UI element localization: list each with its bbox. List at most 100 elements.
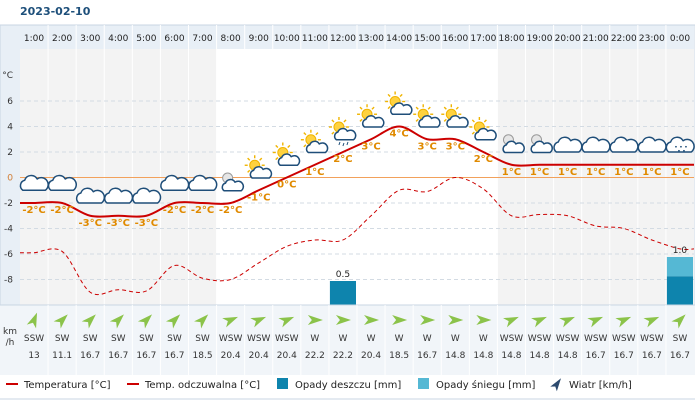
cloud-shape <box>502 140 525 154</box>
sun-ray <box>331 131 335 135</box>
temperature-line <box>20 125 694 218</box>
snow-dot <box>675 145 677 148</box>
wind-direction: SW <box>139 334 154 344</box>
wind-speed: 14.8 <box>530 351 550 361</box>
temp-label: -3°C <box>107 218 130 229</box>
wind-speed: 13 <box>28 351 39 361</box>
rain-drop <box>342 142 345 147</box>
rain-drop <box>338 141 341 146</box>
hour-label: 20:00 <box>555 34 581 44</box>
legend-band <box>0 375 695 408</box>
hour-label: 21:00 <box>583 34 609 44</box>
wind-direction: SSW <box>24 334 44 344</box>
y-tick-label: -6 <box>4 250 13 260</box>
snow-dot <box>680 145 682 148</box>
legend-box-swatch <box>418 378 429 389</box>
wind-speed: 14.8 <box>501 351 521 361</box>
legend-label: Temperatura [°C] <box>23 380 111 391</box>
legend-label: Opady śniegu [mm] <box>436 379 536 391</box>
cloudy-icon <box>47 174 77 191</box>
wind-speed: 16.7 <box>586 351 606 361</box>
wind-arrow-icon <box>503 316 519 328</box>
wind-speed: 14.8 <box>558 351 578 361</box>
wind-arrow-icon <box>250 316 267 328</box>
wind-direction: SW <box>55 334 70 344</box>
y-tick-label: 6 <box>7 97 13 107</box>
wind-arrow-icon <box>53 314 68 329</box>
partly-sunny-icon <box>357 104 385 128</box>
hour-label: 8:00 <box>221 34 241 44</box>
cloud-shape <box>277 153 301 166</box>
wind-band <box>0 305 695 375</box>
wind-arrow-icon <box>335 315 351 325</box>
sun-ray <box>471 119 475 123</box>
wind-speed: 20.4 <box>361 351 381 361</box>
wind-direction: SW <box>111 334 126 344</box>
temp-label: -2°C <box>22 205 45 216</box>
wind-speed: 14.8 <box>473 351 493 361</box>
hour-label: 13:00 <box>358 34 384 44</box>
wind-direction: WSW <box>612 334 636 344</box>
y-tick-label: -8 <box>4 276 13 286</box>
sun-ray <box>471 131 475 135</box>
temp-label: 2°C <box>333 154 352 165</box>
feels-like-line <box>19 176 695 296</box>
wind-speed: 20.4 <box>277 351 297 361</box>
wind-arrow-icon <box>420 315 436 325</box>
chart-date-title: 2023-02-10 <box>20 5 91 18</box>
wind-arrow-icon <box>476 315 492 325</box>
cloud-shape <box>221 178 245 192</box>
partly-sunny-icon <box>469 117 497 141</box>
hour-label: 17:00 <box>470 34 496 44</box>
wind-arrow-icon <box>81 314 96 329</box>
temp-label: 3°C <box>418 141 437 152</box>
sun-ray <box>427 106 431 110</box>
cloudy-snow-icon <box>665 136 695 153</box>
rain-drop <box>346 141 349 146</box>
y-tick-label: 0 <box>7 174 13 184</box>
precip-label: 0.5 <box>336 270 350 280</box>
y-tick-label: -4 <box>4 225 13 235</box>
wind-direction: W <box>367 334 376 344</box>
cloud-shape <box>474 127 497 141</box>
cloud-shape <box>132 187 162 204</box>
hour-label: 23:00 <box>639 34 665 44</box>
wind-arrow-icon <box>448 315 464 325</box>
partly-sunny-icon <box>272 142 301 166</box>
wind-legend-arrow-icon <box>550 378 562 392</box>
cloud-shape <box>333 127 357 141</box>
temp-label: -2°C <box>219 205 242 216</box>
hour-label: 7:00 <box>192 34 212 44</box>
sun-ray <box>275 144 279 149</box>
partly-sunny-icon <box>300 129 329 154</box>
y-axis-band <box>0 25 20 305</box>
temp-label: -1°C <box>247 192 270 203</box>
sun-ray <box>415 118 419 122</box>
wind-arrow-icon <box>26 312 38 329</box>
sun-ray <box>315 132 319 136</box>
wind-speed: 11.1 <box>52 351 72 361</box>
fog-cloud-icon <box>502 134 525 154</box>
wind-speed: 16.7 <box>80 351 100 361</box>
wind-speed: 18.5 <box>193 351 213 361</box>
wind-speed: 22.2 <box>333 351 353 361</box>
wind-arrow-icon <box>307 315 323 325</box>
sun-ray <box>455 106 459 110</box>
wind-arrow-icon <box>559 316 575 328</box>
hour-label: 5:00 <box>136 34 156 44</box>
sun-ray <box>443 106 447 110</box>
wind-arrow-icon <box>531 316 547 328</box>
wind-direction: W <box>310 334 319 344</box>
wind-direction: WSW <box>584 334 608 344</box>
wind-speed: 16.7 <box>642 351 662 361</box>
rain-bar <box>666 276 693 305</box>
wind-arrow-icon <box>643 316 660 328</box>
temp-label: 1°C <box>670 167 689 178</box>
sun-ray <box>371 106 375 110</box>
precip-label: 1.0 <box>673 246 688 256</box>
temp-label: 1°C <box>305 167 324 178</box>
hour-label: 10:00 <box>274 34 300 44</box>
wind-unit-label: /h <box>6 338 15 348</box>
wind-speed: 18.5 <box>389 351 409 361</box>
temp-label: 3°C <box>361 141 380 152</box>
